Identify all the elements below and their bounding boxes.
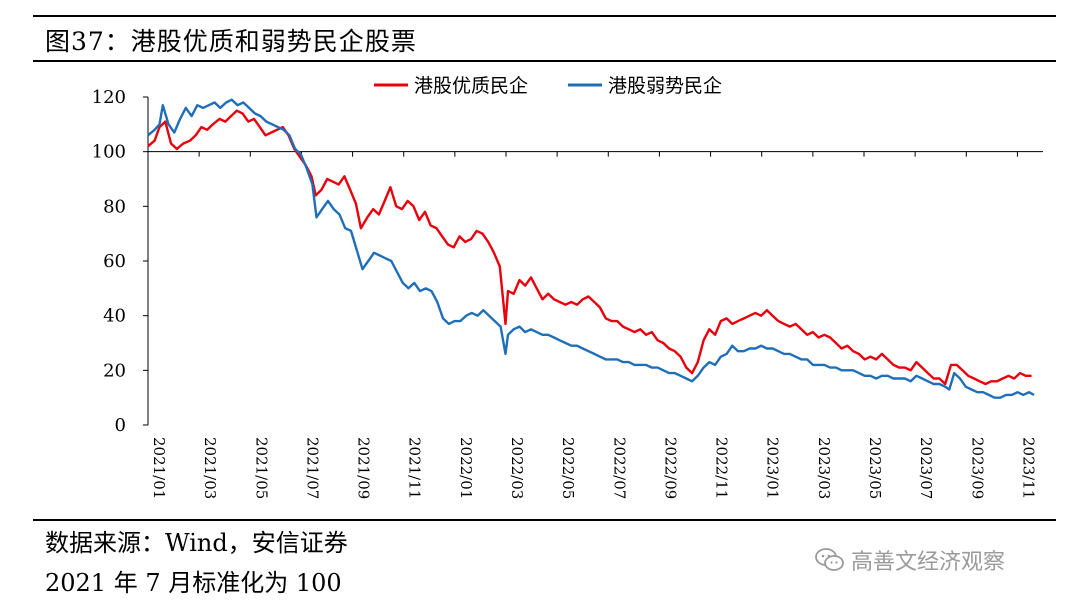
legend-label-weak: 港股弱势民企 [608, 75, 722, 97]
y-tick-label: 100 [92, 142, 126, 163]
x-tick-label: 2023/05 [866, 437, 884, 499]
x-tick-label: 2022/09 [661, 437, 679, 499]
bottom-rule [33, 519, 1056, 521]
x-tick-label: 2022/01 [457, 437, 475, 499]
figure-title: 图37：港股优质和弱势民企股票 [45, 27, 417, 56]
x-tick-label: 2022/03 [508, 437, 526, 499]
y-tick-label: 60 [103, 251, 126, 272]
x-tick-label: 2021/07 [303, 437, 321, 499]
x-tick-label: 2022/05 [559, 437, 577, 499]
x-tick-label: 2023/07 [917, 437, 935, 499]
x-tick-label: 2022/11 [713, 437, 731, 499]
x-tick-label: 2023/11 [1019, 437, 1037, 499]
legend: 港股优质民企 港股弱势民企 [374, 75, 722, 97]
title-rule [33, 60, 1056, 62]
source-note: 数据来源：Wind，安信证券 [45, 529, 348, 557]
x-tick-label: 2023/03 [815, 437, 833, 499]
y-axis: 0 20 40 60 80 100 120 [92, 87, 149, 436]
series-line-weak [147, 98, 1035, 399]
x-tick-label: 2023/09 [968, 437, 986, 499]
x-tick-label: 2021/03 [201, 437, 219, 499]
x-tick-label: 2021/05 [252, 437, 270, 499]
y-tick-label: 0 [115, 415, 126, 436]
x-tick-label: 2022/07 [610, 437, 628, 499]
watermark-text: 高善文经济观察 [851, 550, 1006, 575]
y-tick-label: 80 [103, 196, 126, 217]
normalization-note: 2021 年 7 月标准化为 100 [45, 569, 342, 597]
watermark: 高善文经济观察 [815, 544, 1005, 576]
x-axis: 2021/01 2021/03 2021/05 2021/07 2021/09 2021/… [147, 151, 1043, 499]
plot-area [147, 98, 1035, 399]
y-tick-label: 20 [103, 360, 126, 381]
y-tick-label: 40 [103, 306, 126, 327]
x-tick-label: 2021/11 [406, 437, 424, 499]
x-tick-label: 2021/01 [150, 437, 168, 499]
x-tick-label: 2021/09 [355, 437, 373, 499]
wechat-icon [815, 548, 844, 571]
top-rule [33, 15, 1056, 17]
y-tick-label: 120 [92, 87, 126, 108]
series-line-premium [147, 109, 1032, 386]
x-tick-label: 2023/01 [764, 437, 782, 499]
legend-label-premium: 港股优质民企 [414, 75, 528, 97]
